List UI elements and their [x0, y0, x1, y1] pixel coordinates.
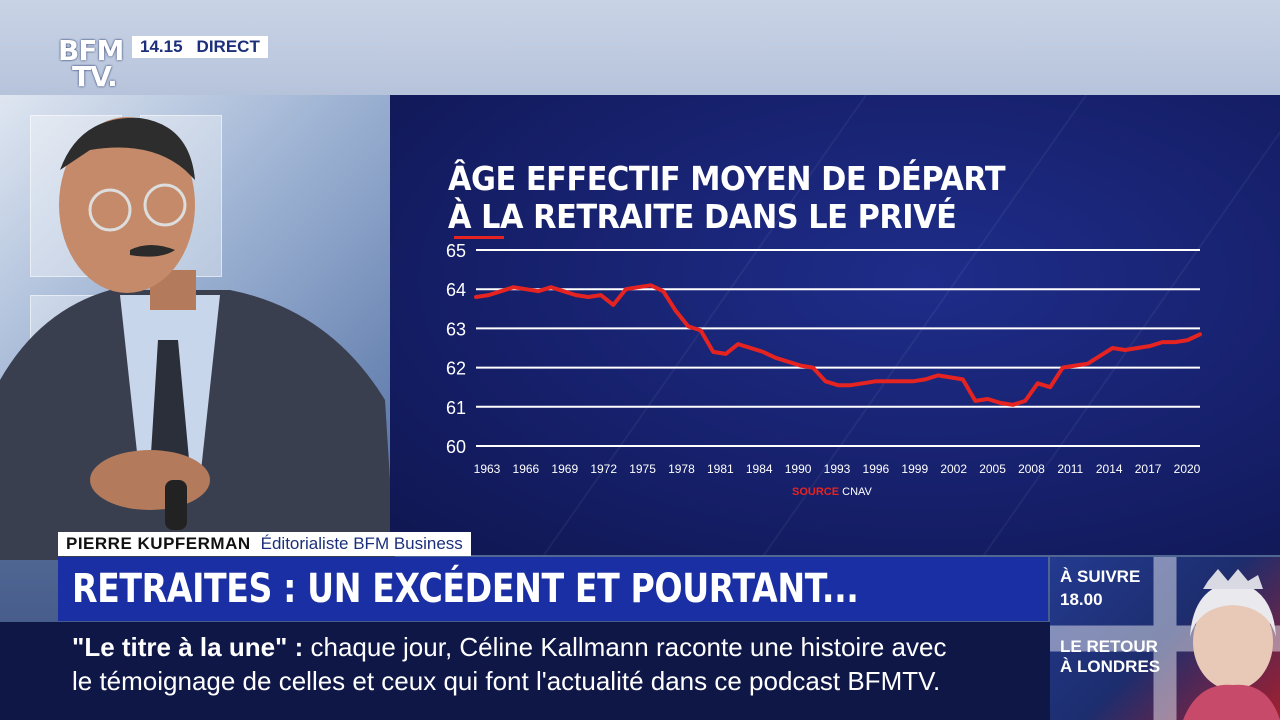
- x-tick-label: 1981: [707, 462, 734, 476]
- y-tick-label: 62: [446, 359, 466, 379]
- ticker-text-1: chaque jour, Céline Kallmann raconte une…: [303, 632, 947, 662]
- x-tick-label: 2020: [1174, 462, 1201, 476]
- x-tick-label: 2017: [1135, 462, 1162, 476]
- y-tick-label: 64: [446, 280, 466, 300]
- chart-title: ÂGE EFFECTIF MOYEN DE DÉPART À LA RETRAI…: [448, 159, 1006, 236]
- clock-time: 14.15: [140, 37, 183, 56]
- presenter-image: [0, 117, 395, 560]
- x-tick-label: 2008: [1018, 462, 1045, 476]
- headline-banner: RETRAITES : UN EXCÉDENT ET POURTANT...: [58, 557, 1048, 621]
- logo-text-bfm: BFM: [58, 34, 124, 67]
- source-label: SOURCE: [792, 486, 840, 498]
- up-next-label: À SUIVRE: [1060, 567, 1141, 586]
- x-tick-label: 2014: [1096, 462, 1123, 476]
- ticker-line-2: le témoignage de celles et ceux qui font…: [72, 666, 940, 697]
- speaker-name: PIERRE KUPFERMAN: [66, 534, 251, 553]
- y-tick-label: 61: [446, 398, 466, 418]
- title-underline: [454, 236, 504, 239]
- chart-source: SOURCE CNAV: [792, 486, 872, 498]
- live-time-badge: 14.15 DIRECT: [132, 36, 268, 58]
- x-tick-label: 1966: [513, 462, 540, 476]
- headline-text: RETRAITES : UN EXCÉDENT ET POURTANT...: [72, 566, 859, 612]
- x-tick-label: 1996: [863, 462, 890, 476]
- up-next-panel: À SUIVRE 18.00 LE RETOUR À LONDRES: [1050, 557, 1280, 720]
- source-value: CNAV: [842, 486, 872, 498]
- x-tick-label: 1969: [551, 462, 578, 476]
- series-line: [474, 283, 1202, 407]
- logo-text-tv: TV.: [72, 60, 118, 93]
- x-tick-label: 2005: [979, 462, 1006, 476]
- y-tick-label: 60: [446, 437, 466, 457]
- chart-title-line2: À LA RETRAITE DANS LE PRIVÉ: [448, 197, 957, 236]
- x-tick-label: 1993: [824, 462, 851, 476]
- x-tick-label: 1978: [668, 462, 695, 476]
- x-tick-label: 1972: [590, 462, 617, 476]
- chart-title-line1: ÂGE EFFECTIF MOYEN DE DÉPART: [448, 159, 1006, 198]
- x-tick-label: 1990: [785, 462, 812, 476]
- up-next-time: 18.00: [1060, 590, 1103, 609]
- up-next-title: LE RETOUR À LONDRES: [1060, 637, 1161, 676]
- x-tick-label: 2002: [940, 462, 967, 476]
- y-tick-label: 63: [446, 319, 466, 339]
- x-tick-label: 1984: [746, 462, 773, 476]
- speaker-name-strip: PIERRE KUPFERMAN Éditorialiste BFM Busin…: [58, 532, 471, 556]
- news-ticker: "Le titre à la une" : chaque jour, Célin…: [0, 622, 1050, 720]
- live-label: DIRECT: [196, 37, 260, 56]
- channel-logo: BFM TV.: [58, 34, 124, 93]
- ticker-separator: :: [287, 632, 304, 662]
- x-tick-label: 2011: [1057, 462, 1083, 476]
- speaker-role: Éditorialiste BFM Business: [260, 534, 463, 553]
- ticker-line-1: "Le titre à la une" : chaque jour, Célin…: [72, 632, 946, 663]
- y-tick-label: 65: [446, 241, 466, 261]
- chart-panel: [390, 95, 1280, 555]
- ticker-text-2: le témoignage de celles et ceux qui font…: [72, 666, 941, 696]
- ticker-tag: "Le titre à la une": [72, 632, 288, 662]
- x-tick-label: 1963: [474, 462, 501, 476]
- portrait-image: [1183, 569, 1280, 720]
- x-tick-label: 1999: [901, 462, 928, 476]
- x-tick-label: 1975: [629, 462, 656, 476]
